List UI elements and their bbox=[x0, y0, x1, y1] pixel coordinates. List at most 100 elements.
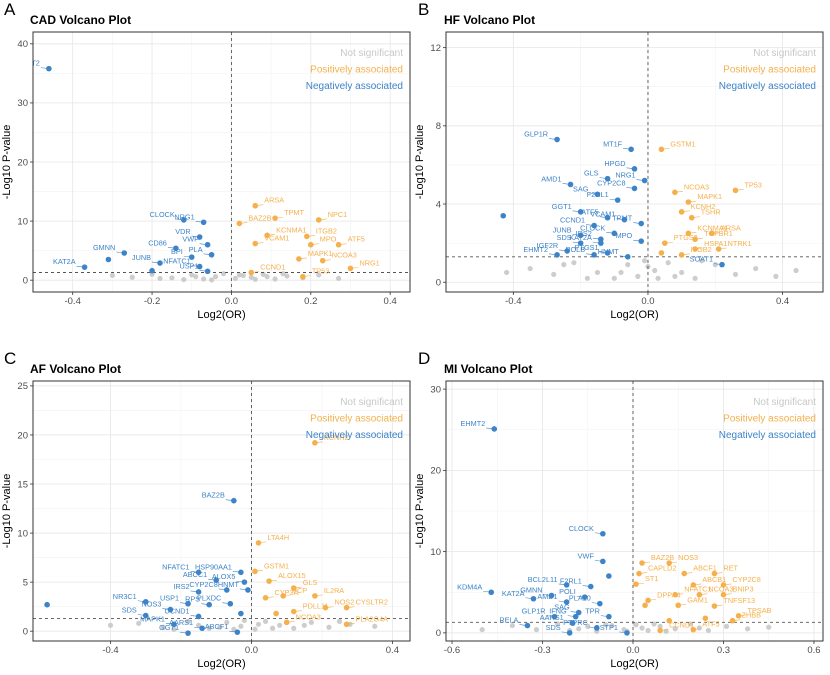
y-tick-label: 0 bbox=[23, 275, 28, 286]
gene-label-poli: POLI bbox=[559, 587, 576, 596]
gene-label-tpmt: TPMT bbox=[284, 208, 304, 217]
point-negatively-associated bbox=[548, 592, 555, 599]
point-not-significant bbox=[252, 276, 258, 282]
gene-label-amd1: AMD1 bbox=[541, 174, 561, 183]
x-tick-label: 0.0 bbox=[641, 296, 654, 307]
gene-label-nrg1: NRG1 bbox=[359, 258, 379, 267]
panel-title: HF Volcano Plot bbox=[444, 13, 535, 27]
point-not-significant bbox=[193, 274, 199, 280]
plot-background bbox=[446, 32, 823, 292]
gene-label-gls: GLS bbox=[303, 578, 318, 587]
point-negatively-associated bbox=[631, 185, 638, 192]
point-negatively-associated bbox=[234, 629, 241, 635]
gene-label-cyp2c8: CYP2C8 bbox=[189, 580, 217, 589]
point-negatively-associated bbox=[604, 214, 611, 221]
x-tick-label: 0.6 bbox=[807, 645, 820, 656]
gene-label-sds: SDS bbox=[557, 233, 572, 242]
point-negatively-associated bbox=[551, 613, 558, 620]
gene-label-vcam1: VCAM1 bbox=[264, 234, 289, 243]
point-positively-associated bbox=[666, 560, 672, 566]
point-negatively-associated bbox=[46, 65, 52, 72]
point-not-significant bbox=[603, 622, 609, 628]
gene-label-ehmt2: EHMT2 bbox=[461, 419, 486, 428]
gene-label-mapk1: MAPK1 bbox=[308, 249, 333, 258]
point-not-significant bbox=[672, 273, 678, 279]
point-positively-associated bbox=[296, 256, 302, 262]
gene-label-aars1: AARS1 bbox=[169, 618, 193, 627]
gene-label-aars1: AARS1 bbox=[540, 613, 564, 622]
point-positively-associated bbox=[262, 595, 269, 601]
point-not-significant bbox=[584, 275, 590, 281]
x-tick-label: 0.3 bbox=[717, 645, 730, 656]
y-tick-label: 20 bbox=[17, 157, 28, 168]
gene-label-hpgd: HPGD bbox=[604, 159, 625, 168]
x-axis-title: Log2(OR) bbox=[610, 658, 658, 670]
point-negatively-associated bbox=[624, 630, 630, 636]
point-negatively-associated bbox=[604, 250, 611, 256]
plot-frame bbox=[32, 31, 411, 293]
gene-label-npc1: NPC1 bbox=[328, 210, 347, 219]
gene-label-gmnn: GMNN bbox=[520, 586, 542, 595]
gene-label-tpmt: TPMT bbox=[612, 214, 632, 223]
gene-label-ccnd1: CCND1 bbox=[560, 216, 585, 225]
gene-label-abcb1: ABCB1 bbox=[702, 575, 726, 584]
point-negatively-associated bbox=[524, 622, 531, 629]
point-not-significant bbox=[641, 258, 648, 264]
gene-label-pdll11: PDLL11 bbox=[303, 602, 329, 611]
gene-label-mpo: MPO bbox=[320, 235, 337, 244]
gene-label-il2ra: IL2RA bbox=[324, 586, 344, 595]
gene-label-ehmt2: EHMT2 bbox=[523, 245, 548, 254]
gene-label-kat2a: KAT2A bbox=[502, 589, 525, 598]
gene-label-vwf: VWF bbox=[578, 551, 595, 560]
point-negatively-associated bbox=[598, 240, 604, 246]
point-positively-associated bbox=[280, 593, 286, 599]
gene-label-atf5: ATF5 bbox=[702, 620, 719, 629]
point-not-significant bbox=[645, 627, 651, 634]
y-axis-title: -Log10 P-value bbox=[414, 125, 426, 200]
point-not-significant bbox=[160, 624, 166, 630]
point-negatively-associated bbox=[195, 613, 202, 620]
gene-label-hnmt: HNMT bbox=[598, 247, 620, 256]
gene-label-soat1: SOAT1 bbox=[690, 255, 713, 264]
gene-label-pla: PLA bbox=[189, 245, 203, 254]
point-positively-associated bbox=[283, 619, 290, 626]
gene-label-alox5: ALOX5 bbox=[212, 572, 236, 581]
point-not-significant bbox=[773, 273, 779, 279]
point-not-significant bbox=[527, 265, 533, 272]
gene-label-baz2b: BAZ2B bbox=[248, 213, 271, 222]
point-positively-associated bbox=[672, 591, 679, 598]
point-not-significant bbox=[157, 275, 163, 282]
gene-label-abcf1: ABCF1 bbox=[693, 564, 717, 573]
x-tick-label: 0.0 bbox=[626, 645, 639, 656]
point-negatively-associated bbox=[44, 601, 50, 608]
point-negatively-associated bbox=[581, 594, 588, 600]
x-tick-label: 0.2 bbox=[304, 296, 317, 307]
y-tick-label: 10 bbox=[17, 528, 28, 539]
gene-label-gam1: GAM1 bbox=[687, 595, 708, 604]
point-not-significant bbox=[201, 276, 207, 282]
point-negatively-associated bbox=[227, 600, 234, 607]
point-negatively-associated bbox=[196, 234, 203, 240]
panel-title: AF Volcano Plot bbox=[30, 362, 121, 376]
point-negatively-associated bbox=[569, 620, 576, 626]
point-negatively-associated bbox=[564, 248, 570, 254]
x-tick-label: -0.4 bbox=[102, 645, 118, 656]
legend: Not significant Positively associated Nega… bbox=[306, 397, 403, 441]
y-tick-label: 8 bbox=[436, 121, 441, 132]
point-negatively-associated bbox=[621, 216, 628, 223]
gene-label-gstm1: GSTM1 bbox=[264, 561, 289, 570]
point-not-significant bbox=[241, 617, 248, 623]
point-negatively-associated bbox=[624, 254, 631, 260]
gene-label-ccnd1: CCND1 bbox=[164, 606, 189, 615]
point-positively-associated bbox=[732, 187, 739, 194]
y-axis-title: -Log10 P-value bbox=[414, 474, 426, 549]
point-negatively-associated bbox=[149, 267, 155, 274]
point-not-significant bbox=[326, 624, 332, 630]
y-tick-label: 40 bbox=[17, 39, 28, 50]
point-not-significant bbox=[236, 272, 242, 278]
point-positively-associated bbox=[252, 202, 259, 209]
gene-label-kcnma1: KCNMA1 bbox=[276, 225, 306, 234]
